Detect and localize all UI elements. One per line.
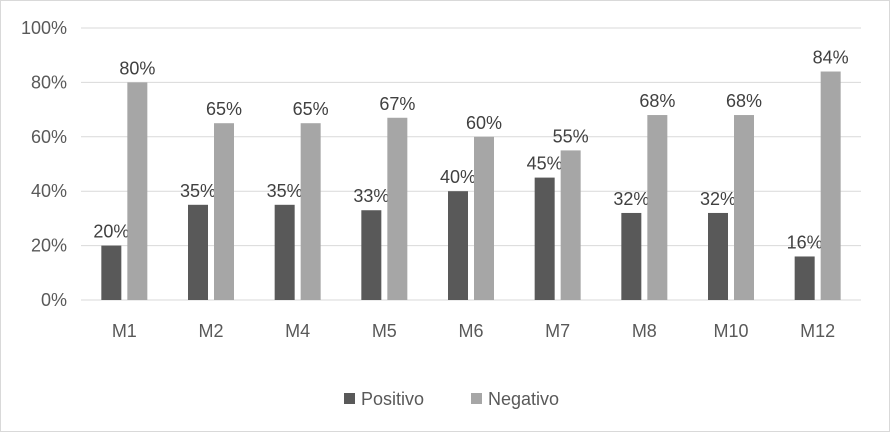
bar [448, 191, 468, 300]
data-label: 55% [553, 126, 589, 146]
x-tick-label: M12 [800, 321, 835, 341]
x-tick-label: M8 [632, 321, 657, 341]
bar [534, 177, 555, 300]
data-label: 65% [206, 99, 242, 119]
y-tick-label: 20% [31, 236, 67, 256]
data-label: 68% [726, 91, 762, 111]
bar [214, 123, 234, 300]
x-tick-label: M6 [458, 321, 483, 341]
data-label: 84% [813, 48, 849, 68]
data-label: 16% [787, 232, 823, 252]
data-label: 80% [119, 58, 155, 78]
bar [361, 210, 382, 300]
data-label: 40% [440, 167, 476, 187]
x-tick-label: M10 [713, 321, 748, 341]
data-label: 32% [613, 189, 649, 209]
legend-label: Negativo [488, 389, 559, 409]
data-label: 32% [700, 189, 736, 209]
data-label: 35% [267, 181, 303, 201]
bar [560, 150, 581, 300]
bar [101, 245, 122, 300]
bar [647, 115, 668, 300]
bar [794, 256, 815, 300]
data-label: 33% [353, 186, 389, 206]
bar [708, 212, 728, 300]
data-label: 20% [93, 222, 129, 242]
bar [274, 204, 295, 300]
x-tick-label: M4 [285, 321, 310, 341]
data-label: 68% [639, 91, 675, 111]
bar [621, 212, 642, 300]
legend-swatch [471, 393, 482, 404]
y-tick-label: 0% [41, 290, 67, 310]
legend-swatch [344, 393, 355, 404]
x-tick-label: M5 [372, 321, 397, 341]
data-label: 60% [466, 113, 502, 133]
data-label: 67% [379, 94, 415, 114]
data-label: 45% [527, 154, 563, 174]
legend-label: Positivo [361, 389, 424, 409]
bar [474, 136, 494, 300]
data-label: 65% [293, 99, 329, 119]
x-tick-label: M2 [198, 321, 223, 341]
bar [387, 117, 408, 300]
y-tick-label: 80% [31, 72, 67, 92]
bar [300, 123, 321, 300]
y-tick-label: 100% [21, 18, 67, 38]
data-label: 35% [180, 181, 216, 201]
bar [188, 204, 208, 300]
y-tick-label: 40% [31, 181, 67, 201]
bar [820, 71, 841, 301]
y-tick-label: 60% [31, 127, 67, 147]
bar [734, 115, 754, 300]
x-tick-label: M1 [112, 321, 137, 341]
bar [127, 82, 148, 301]
x-tick-label: M7 [545, 321, 570, 341]
